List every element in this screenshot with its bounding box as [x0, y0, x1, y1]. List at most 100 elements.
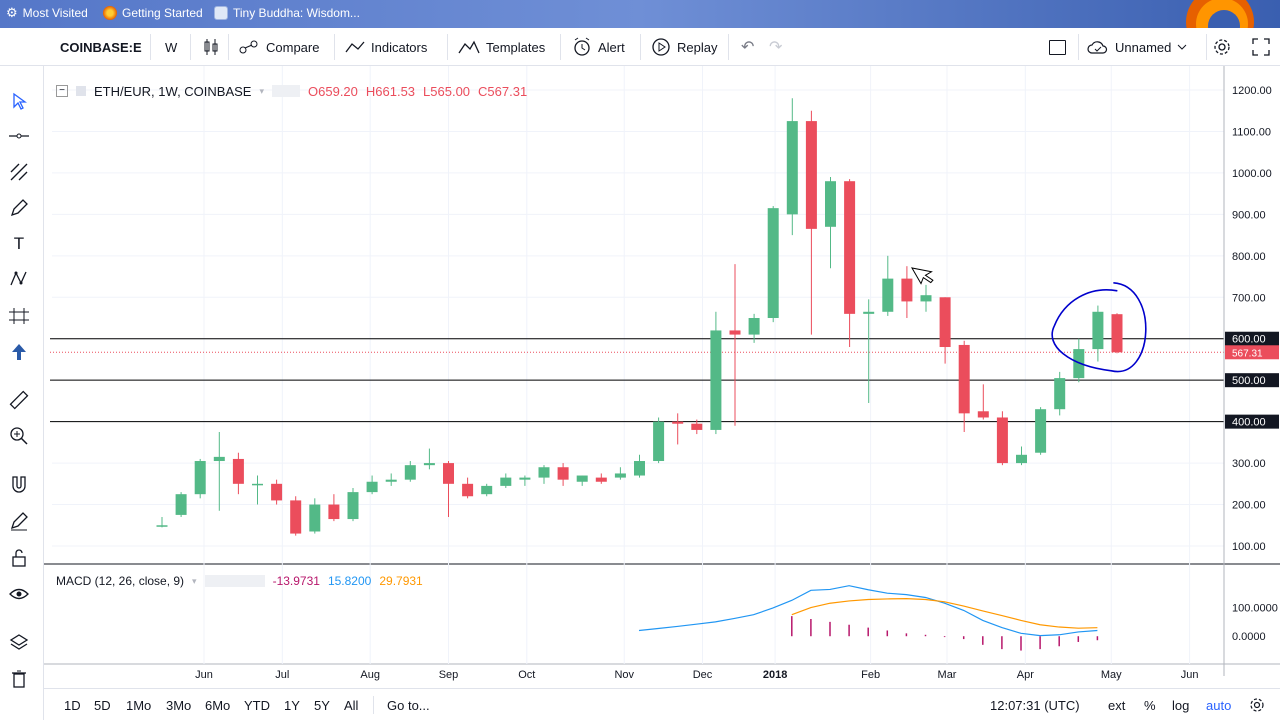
price-label-box	[1225, 331, 1279, 346]
pencil-ruler-icon	[10, 512, 28, 531]
alert-button[interactable]: Alert	[572, 28, 625, 66]
macd-legend: MACD (12, 26, close, 9) ▾ -13.9731 15.82…	[56, 574, 423, 588]
chart-settings-button[interactable]	[1249, 689, 1265, 721]
fib-tool[interactable]	[7, 160, 31, 184]
ext-toggle[interactable]: ext	[1108, 697, 1126, 713]
price-tick-label: 1000.00	[1232, 168, 1272, 180]
range-all[interactable]: All	[344, 697, 359, 713]
candle-body	[156, 525, 168, 527]
candle-body	[213, 456, 225, 462]
legend-title[interactable]: ETH/EUR, 1W, COINBASE	[94, 83, 252, 99]
magnet-tool[interactable]	[7, 473, 31, 497]
time-tick-label: Aug	[360, 669, 380, 681]
text-tool[interactable]: T	[7, 232, 31, 256]
auto-toggle[interactable]: auto	[1206, 697, 1232, 713]
replay-button[interactable]: Replay	[651, 28, 717, 66]
candle-body	[729, 330, 741, 335]
cursor-tool[interactable]	[7, 89, 31, 113]
range-1mo[interactable]: 1Mo	[126, 697, 152, 713]
brush-tool[interactable]	[7, 196, 31, 220]
zoom-tool[interactable]	[7, 424, 31, 448]
legend-low: L565.00	[423, 83, 471, 99]
bookmark-getting-started[interactable]: Getting Started	[103, 6, 203, 20]
legend-dropdown-icon[interactable]: ▾	[259, 85, 265, 96]
bookmark-tiny-buddha[interactable]: Tiny Buddha: Wisdom...	[214, 6, 360, 20]
symbol-color-icon	[76, 86, 86, 96]
candle-body	[805, 121, 817, 229]
replay-icon	[652, 38, 670, 56]
indicators-button[interactable]: Indicators	[345, 28, 427, 66]
time-tick-label: Jul	[275, 669, 289, 681]
candle-body	[557, 467, 569, 480]
candle-body	[958, 344, 970, 414]
macd-dropdown-icon[interactable]: ▾	[192, 575, 197, 586]
chart-canvas[interactable]: 1200.00 1100.00 1000.00 900.00 800.00 700.00 6…	[44, 66, 1280, 688]
candle-body	[634, 461, 645, 476]
symbol-search[interactable]: COINBASE:E	[60, 39, 142, 55]
fullscreen-button[interactable]	[1252, 28, 1270, 66]
candle-body	[863, 311, 875, 314]
candle-body	[328, 504, 340, 520]
legend-open: O659.20	[308, 83, 358, 99]
percent-toggle[interactable]: %	[1144, 697, 1156, 713]
hide-drawings-tool[interactable]	[7, 582, 31, 606]
line-tool[interactable]	[7, 124, 31, 148]
bookmark-most-visited[interactable]: ⚙ Most Visited	[6, 5, 88, 21]
object-tree-button[interactable]	[7, 631, 31, 655]
settings-button[interactable]	[1212, 28, 1232, 66]
candle-body	[767, 208, 779, 318]
log-toggle[interactable]: log	[1172, 697, 1190, 713]
ruler-tool[interactable]	[7, 388, 31, 412]
range-1d[interactable]: 1D	[64, 697, 81, 713]
stay-drawing-tool[interactable]	[7, 509, 31, 533]
undo-button[interactable]: ↶	[741, 28, 754, 66]
time-tick-label: Feb	[861, 669, 880, 681]
pattern-tool[interactable]	[7, 267, 31, 291]
redo-button[interactable]: ↷	[769, 28, 782, 66]
price-tick-label: 900.00	[1232, 209, 1266, 221]
goto-button[interactable]: Go to...	[387, 697, 430, 713]
lock-tool[interactable]	[7, 546, 31, 570]
collapse-icon[interactable]: −	[56, 85, 68, 97]
templates-button[interactable]: Templates	[458, 28, 545, 66]
candle-body	[385, 479, 397, 482]
price-tick-label: 1200.00	[1232, 85, 1272, 97]
time-tick-label: May	[1101, 669, 1122, 681]
forecast-icon	[9, 308, 29, 324]
range-1y[interactable]: 1Y	[284, 697, 300, 713]
range-6mo[interactable]: 6Mo	[205, 697, 231, 713]
legend-buttons[interactable]	[272, 85, 301, 97]
macd-title[interactable]: MACD (12, 26, close, 9)	[56, 574, 185, 588]
prediction-tool[interactable]	[7, 304, 31, 328]
divider	[334, 34, 335, 60]
ruler-icon	[9, 390, 29, 410]
layout-save-button[interactable]: Unnamed	[1087, 28, 1187, 66]
cursor-icon	[13, 92, 27, 110]
price-tick-label: 1100.00	[1232, 126, 1271, 138]
expand-icon	[1252, 38, 1270, 56]
interval-button[interactable]: W	[165, 39, 178, 55]
fullscreen-layout-button[interactable]	[1049, 28, 1066, 66]
range-5d[interactable]: 5D	[94, 697, 111, 713]
range-3mo[interactable]: 3Mo	[166, 697, 192, 713]
firefox-logo-icon	[1170, 0, 1260, 28]
price-label-text: 400.00	[1232, 417, 1266, 429]
candle-body	[232, 458, 244, 484]
candle-body	[1111, 314, 1123, 353]
compare-button[interactable]: Compare	[238, 28, 319, 66]
remove-drawings-button[interactable]	[7, 667, 31, 691]
macd-tick-label: 100.0000	[1232, 603, 1278, 615]
page-icon	[214, 6, 228, 20]
range-5y[interactable]: 5Y	[314, 697, 330, 713]
range-ytd[interactable]: YTD	[244, 697, 270, 713]
candles-icon	[204, 39, 218, 55]
chart-area[interactable]: 1200.00 1100.00 1000.00 900.00 800.00 700.00 6…	[44, 66, 1280, 720]
hide-tools-button[interactable]	[7, 340, 31, 364]
macd-buttons[interactable]	[204, 575, 265, 587]
clock[interactable]: 12:07:31 (UTC)	[990, 697, 1080, 713]
candle-body	[901, 278, 913, 302]
macd-tick-label: 0.0000	[1232, 631, 1266, 643]
candle-body	[576, 475, 588, 482]
chart-style-button[interactable]	[203, 28, 219, 66]
divider	[228, 34, 229, 60]
